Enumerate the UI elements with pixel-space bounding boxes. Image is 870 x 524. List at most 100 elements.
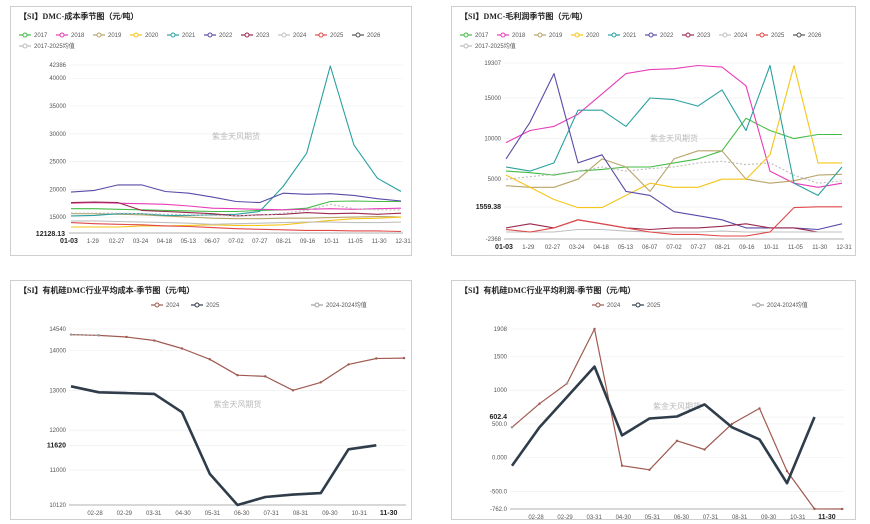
cost-seasonal-legend-1[interactable]: 2018 xyxy=(56,32,85,39)
margin-seasonal-series-2025 xyxy=(505,206,842,237)
cost-seasonal-legend-3[interactable]: 2020 xyxy=(130,32,159,39)
industry-avg-margin-xtick-8: 09-30 xyxy=(761,515,777,521)
industry-avg-margin-ytick-5: 0.000 xyxy=(492,456,508,462)
industry-avg-margin-legend-2[interactable]: 2024-2024均值 xyxy=(752,301,808,309)
margin-seasonal-xtick-4: 04-18 xyxy=(593,245,609,251)
cost-seasonal-legend-7[interactable]: 2024 xyxy=(278,32,307,39)
margin-seasonal-xtick-12: 11-05 xyxy=(788,245,804,251)
svg-text:2017: 2017 xyxy=(34,33,48,39)
industry-avg-margin-xtick-7: 08-31 xyxy=(732,515,748,521)
industry-avg-cost-xtick-2: 03-31 xyxy=(146,511,162,517)
cost-seasonal-ytick-6: 15000 xyxy=(49,215,66,221)
svg-text:2017-2025均值: 2017-2025均值 xyxy=(34,42,75,50)
margin-seasonal-ytick-0: 19307 xyxy=(484,61,501,67)
margin-seasonal-xtick-13: 11-30 xyxy=(812,245,828,251)
svg-text:2022: 2022 xyxy=(660,33,674,39)
cost-seasonal-xtick-10: 09-16 xyxy=(300,239,316,245)
cost-seasonal-xtick-12: 11-05 xyxy=(348,239,364,245)
industry-avg-margin-point-0-8 xyxy=(730,422,734,426)
svg-text:2024-2024均值: 2024-2024均值 xyxy=(767,301,808,309)
margin-seasonal-legend-5[interactable]: 2022 xyxy=(645,32,674,39)
margin-seasonal-legend-6[interactable]: 2023 xyxy=(682,32,711,39)
cost-seasonal-legend-9[interactable]: 2026 xyxy=(352,32,381,39)
cost-seasonal-ytick-1: 40000 xyxy=(49,76,66,82)
cost-seasonal-xtick-8: 07-27 xyxy=(252,239,268,245)
svg-text:2023: 2023 xyxy=(697,33,711,39)
cost-seasonal-legend-2[interactable]: 2019 xyxy=(93,32,122,39)
margin-seasonal-legend-8[interactable]: 2025 xyxy=(756,32,785,39)
industry-avg-cost-series-2025 xyxy=(70,385,377,507)
industry-avg-margin-xtick-3: 04-30 xyxy=(616,515,632,521)
svg-text:2025: 2025 xyxy=(206,303,220,309)
industry-avg-margin-xtick-4: 05-31 xyxy=(645,515,661,521)
industry-avg-margin-point-0-12 xyxy=(840,507,844,511)
margin-seasonal-ytick-2: 10000 xyxy=(484,137,501,143)
industry-avg-cost-series-2024 xyxy=(70,334,405,391)
margin-seasonal-legend-7[interactable]: 2024 xyxy=(719,32,748,39)
cost-seasonal-watermark: 紫金天风期货 xyxy=(212,131,260,141)
industry-avg-cost-point-0-5 xyxy=(208,358,211,361)
margin-seasonal-ytick-4: 1559.38 xyxy=(476,204,501,211)
industry-avg-margin-point-0-1 xyxy=(538,402,541,405)
cost-seasonal-legend-4[interactable]: 2021 xyxy=(167,32,196,39)
cost-seasonal-series-2017 xyxy=(71,200,401,213)
industry-avg-margin-point-2-2 xyxy=(565,382,569,385)
industry-avg-margin-watermark: 紫金天风期货 xyxy=(653,401,701,411)
cost-seasonal-xtick-4: 04-18 xyxy=(157,239,173,245)
industry-avg-margin-ytick-3: 602.4 xyxy=(489,414,507,421)
cost-seasonal-legend-6[interactable]: 2023 xyxy=(241,32,270,39)
cost-seasonal-legend-0[interactable]: 2017 xyxy=(19,32,48,39)
margin-seasonal-xtick-1: 1-29 xyxy=(522,245,535,251)
margin-seasonal-legend-10[interactable]: 2017-2025均值 xyxy=(460,42,516,50)
industry-avg-margin-chart: 2024 2025 2024-2024均值 1908 1500 1000 602.4500.… xyxy=(489,301,844,521)
cost-seasonal-legend-8[interactable]: 2025 xyxy=(315,32,344,39)
industry-avg-margin-legend-0[interactable]: 2024 xyxy=(592,302,621,309)
margin-seasonal-xtick-9: 08-21 xyxy=(715,245,731,251)
industry-avg-margin-point-0-5 xyxy=(648,468,651,471)
margin-seasonal-watermark: 紫金天风期货 xyxy=(650,133,698,143)
industry-avg-cost-xtick-6: 07-31 xyxy=(264,511,280,517)
margin-seasonal-legend-9[interactable]: 2026 xyxy=(793,32,822,39)
industry-avg-margin-ytick-1: 1500 xyxy=(494,355,508,361)
margin-seasonal-legend-4[interactable]: 2021 xyxy=(608,32,637,39)
cost-seasonal-xtick-2: 02-27 xyxy=(109,239,125,245)
industry-avg-margin-point-0-3 xyxy=(593,327,596,331)
industry-avg-margin-point-0-7 xyxy=(703,448,706,451)
cost-seasonal-xtick-6: 06-07 xyxy=(204,239,220,245)
industry-avg-cost-point-0-11 xyxy=(375,357,378,360)
margin-seasonal-xtick-8: 07-27 xyxy=(691,245,707,251)
margin-seasonal-ytick-1: 15000 xyxy=(484,96,501,102)
margin-seasonal-xtick-3: 03-24 xyxy=(569,245,585,251)
industry-avg-cost-chart: 2024 2025 2024-2024均值 14540 14000 13000 12000 1… xyxy=(47,301,406,517)
industry-avg-margin-point-0-9 xyxy=(758,407,761,410)
svg-text:2025: 2025 xyxy=(330,33,344,39)
industry-avg-margin-series-2025 xyxy=(510,365,816,485)
cost-seasonal-legend-5[interactable]: 2022 xyxy=(204,32,233,39)
cost-seasonal-legend-10[interactable]: 2017-2025均值 xyxy=(19,42,75,50)
cost-seasonal-panel: 【SI】DMC-成本季节图（元/吨） 2017 2018 2019 2020 2021 2… xyxy=(10,6,412,256)
industry-avg-margin-legend-1[interactable]: 2025 xyxy=(632,302,661,309)
margin-seasonal-legend-0[interactable]: 2017 xyxy=(460,32,489,39)
cost-seasonal-chart: 2017 2018 2019 2020 2021 2022 2023 2024 2025 2026… xyxy=(19,32,411,245)
industry-avg-cost-legend-2[interactable]: 2024-2024均值 xyxy=(311,301,367,309)
cost-seasonal-ymin-label: 12128.13 xyxy=(36,231,65,238)
cost-seasonal-xtick-5: 05-13 xyxy=(181,239,197,245)
cost-seasonal-series-2025 xyxy=(70,222,402,233)
industry-avg-cost-ytick-3: 12000 xyxy=(49,428,66,434)
margin-seasonal-legend-3[interactable]: 2020 xyxy=(571,32,600,39)
industry-avg-cost-legend-0[interactable]: 2024 xyxy=(151,302,180,309)
cost-seasonal-series-2022 xyxy=(70,184,402,204)
margin-seasonal-legend-1[interactable]: 2018 xyxy=(497,32,526,39)
margin-seasonal-xtick-5: 05-13 xyxy=(618,245,634,251)
margin-seasonal-xtick-14: 12-31 xyxy=(836,245,852,251)
margin-seasonal-legend-2[interactable]: 2019 xyxy=(534,32,563,39)
industry-avg-cost-watermark: 紫金天风期货 xyxy=(214,399,262,409)
industry-avg-cost-legend-1[interactable]: 2025 xyxy=(191,302,220,309)
industry-avg-cost-xtick-5: 06-30 xyxy=(234,511,250,517)
industry-avg-cost-ytick-4: 11620 xyxy=(47,442,66,449)
industry-avg-cost-ytick-2: 13000 xyxy=(49,388,66,394)
cost-seasonal-ytick-2: 35000 xyxy=(49,104,66,110)
cost-seasonal-xtick-14: 12-31 xyxy=(395,239,411,245)
margin-seasonal-xtick-11: 10-11 xyxy=(764,245,780,251)
cost-seasonal-series-20172025avg xyxy=(71,203,401,217)
